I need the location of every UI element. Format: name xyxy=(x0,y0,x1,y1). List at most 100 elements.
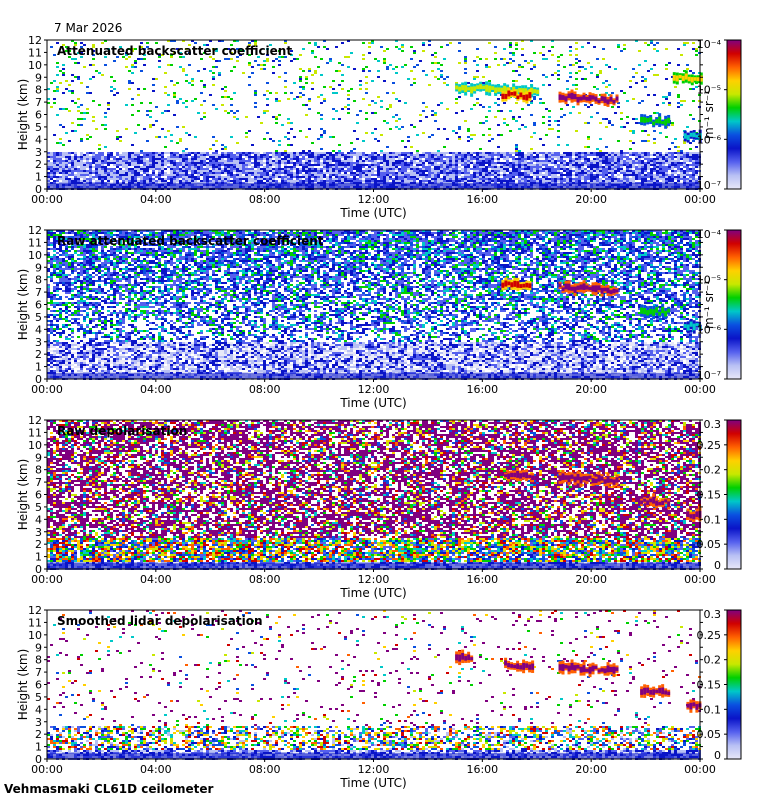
x-tick-label: 08:00 xyxy=(249,383,281,396)
date-label: 7 Mar 2026 xyxy=(54,21,122,35)
colorbar-unit-label: m⁻¹ sr⁻¹ xyxy=(702,280,716,329)
cloud-layer xyxy=(640,493,671,510)
y-tick-label: 4 xyxy=(35,513,42,526)
y-tick-label: 12 xyxy=(28,604,42,617)
noise-field xyxy=(47,230,701,380)
x-tick-label: 12:00 xyxy=(358,763,390,776)
x-tick-label: 08:00 xyxy=(249,193,281,206)
colorbar-tick-label: 0.3 xyxy=(704,608,722,621)
x-tick-label: 12:00 xyxy=(358,193,390,206)
y-tick-label: 1 xyxy=(35,741,42,754)
y-tick-label: 7 xyxy=(35,286,42,299)
y-tick-label: 5 xyxy=(35,691,42,704)
y-tick-label: 5 xyxy=(35,121,42,134)
instrument-label: Vehmasmaki CL61D ceilometer xyxy=(4,782,213,796)
y-tick-label: 3 xyxy=(35,716,42,729)
y-tick-label: 8 xyxy=(35,654,42,667)
panel-title: Smoothed lidar depolarisation xyxy=(57,614,263,628)
colorbar-tick-label: 10⁻⁷ xyxy=(697,369,721,382)
y-tick-label: 0 xyxy=(35,373,42,386)
y-tick-label: 4 xyxy=(35,323,42,336)
y-tick-label: 11 xyxy=(28,46,42,59)
y-tick-label: 9 xyxy=(35,641,42,654)
x-tick-label: 04:00 xyxy=(140,193,172,206)
x-tick-label: 08:00 xyxy=(249,763,281,776)
y-tick-label: 2 xyxy=(35,348,42,361)
x-axis-label: Time (UTC) xyxy=(339,776,406,790)
colorbar-tick-label: 0.25 xyxy=(697,629,722,642)
surface-band xyxy=(47,182,700,189)
x-tick-label: 20:00 xyxy=(575,383,607,396)
y-tick-label: 8 xyxy=(35,274,42,287)
y-tick-label: 10 xyxy=(28,439,42,452)
cloud-layer xyxy=(501,87,532,104)
y-tick-label: 11 xyxy=(28,426,42,439)
colorbar-tick-label: 0 xyxy=(714,749,721,762)
x-tick-label: 00:00 xyxy=(31,573,63,586)
y-tick-label: 9 xyxy=(35,261,42,274)
y-tick-label: 1 xyxy=(35,551,42,564)
cloud-layer xyxy=(640,684,671,698)
y-axis-label: Height (km) xyxy=(16,649,30,720)
cloud-layer xyxy=(455,649,474,666)
cloud-layer xyxy=(640,113,671,129)
y-tick-label: 5 xyxy=(35,501,42,514)
x-tick-label: 16:00 xyxy=(466,763,498,776)
cloud-layer xyxy=(672,70,703,86)
x-tick-label: 04:00 xyxy=(140,383,172,396)
y-tick-label: 2 xyxy=(35,158,42,171)
x-tick-label: 12:00 xyxy=(358,383,390,396)
y-axis-label: Height (km) xyxy=(16,269,30,340)
colorbar-tick-label: 0.25 xyxy=(697,439,722,452)
colorbar-gradient xyxy=(726,419,742,570)
y-tick-label: 1 xyxy=(35,361,42,374)
colorbar-tick-label: 0.2 xyxy=(704,464,722,477)
y-tick-label: 3 xyxy=(35,526,42,539)
x-axis-label: Time (UTC) xyxy=(339,586,406,600)
x-tick-label: 20:00 xyxy=(575,763,607,776)
panel-title: Raw depolarisation xyxy=(57,424,187,438)
colorbar-tick-label: 0.2 xyxy=(704,654,722,667)
y-tick-label: 4 xyxy=(35,133,42,146)
x-tick-label: 00:00 xyxy=(684,573,716,586)
colorbar-gradient xyxy=(726,229,742,380)
y-tick-label: 9 xyxy=(35,451,42,464)
y-tick-label: 2 xyxy=(35,728,42,741)
colorbar-tick-label: 10⁻⁶ xyxy=(697,133,722,146)
x-tick-label: 00:00 xyxy=(31,763,63,776)
colorbar-tick-label: 0 xyxy=(714,559,721,572)
y-tick-label: 6 xyxy=(35,299,42,312)
surface-band xyxy=(47,562,700,569)
y-axis-label: Height (km) xyxy=(16,79,30,150)
x-tick-label: 16:00 xyxy=(466,573,498,586)
x-tick-label: 04:00 xyxy=(140,573,172,586)
x-tick-label: 00:00 xyxy=(31,383,63,396)
y-tick-label: 9 xyxy=(35,71,42,84)
y-tick-label: 10 xyxy=(28,249,42,262)
colorbar-tick-label: 10⁻⁴ xyxy=(697,228,722,241)
colorbar: 0.3 0.25 0.2 0.15 0.1 0.05 0 xyxy=(697,418,742,572)
colorbar-tick-label: 10⁻⁵ xyxy=(697,274,721,287)
y-tick-label: 0 xyxy=(35,183,42,196)
y-tick-label: 10 xyxy=(28,629,42,642)
colorbar: 10⁻⁴ 10⁻⁵ 10⁻⁶ 10⁻⁷ m⁻¹ sr⁻¹ xyxy=(697,228,742,382)
cloud-layer xyxy=(501,277,532,292)
colorbar-tick-label: 0.15 xyxy=(697,679,722,692)
colorbar-tick-label: 0.1 xyxy=(704,703,722,716)
y-tick-label: 10 xyxy=(28,59,42,72)
x-tick-label: 16:00 xyxy=(466,193,498,206)
y-tick-label: 7 xyxy=(35,96,42,109)
y-tick-label: 7 xyxy=(35,476,42,489)
y-tick-label: 5 xyxy=(35,311,42,324)
y-axis-label: Height (km) xyxy=(16,459,30,530)
cloud-layer xyxy=(558,659,619,678)
y-tick-label: 6 xyxy=(35,109,42,122)
y-tick-label: 8 xyxy=(35,464,42,477)
y-tick-label: 6 xyxy=(35,679,42,692)
y-tick-label: 2 xyxy=(35,538,42,551)
cloud-layer xyxy=(558,89,619,107)
